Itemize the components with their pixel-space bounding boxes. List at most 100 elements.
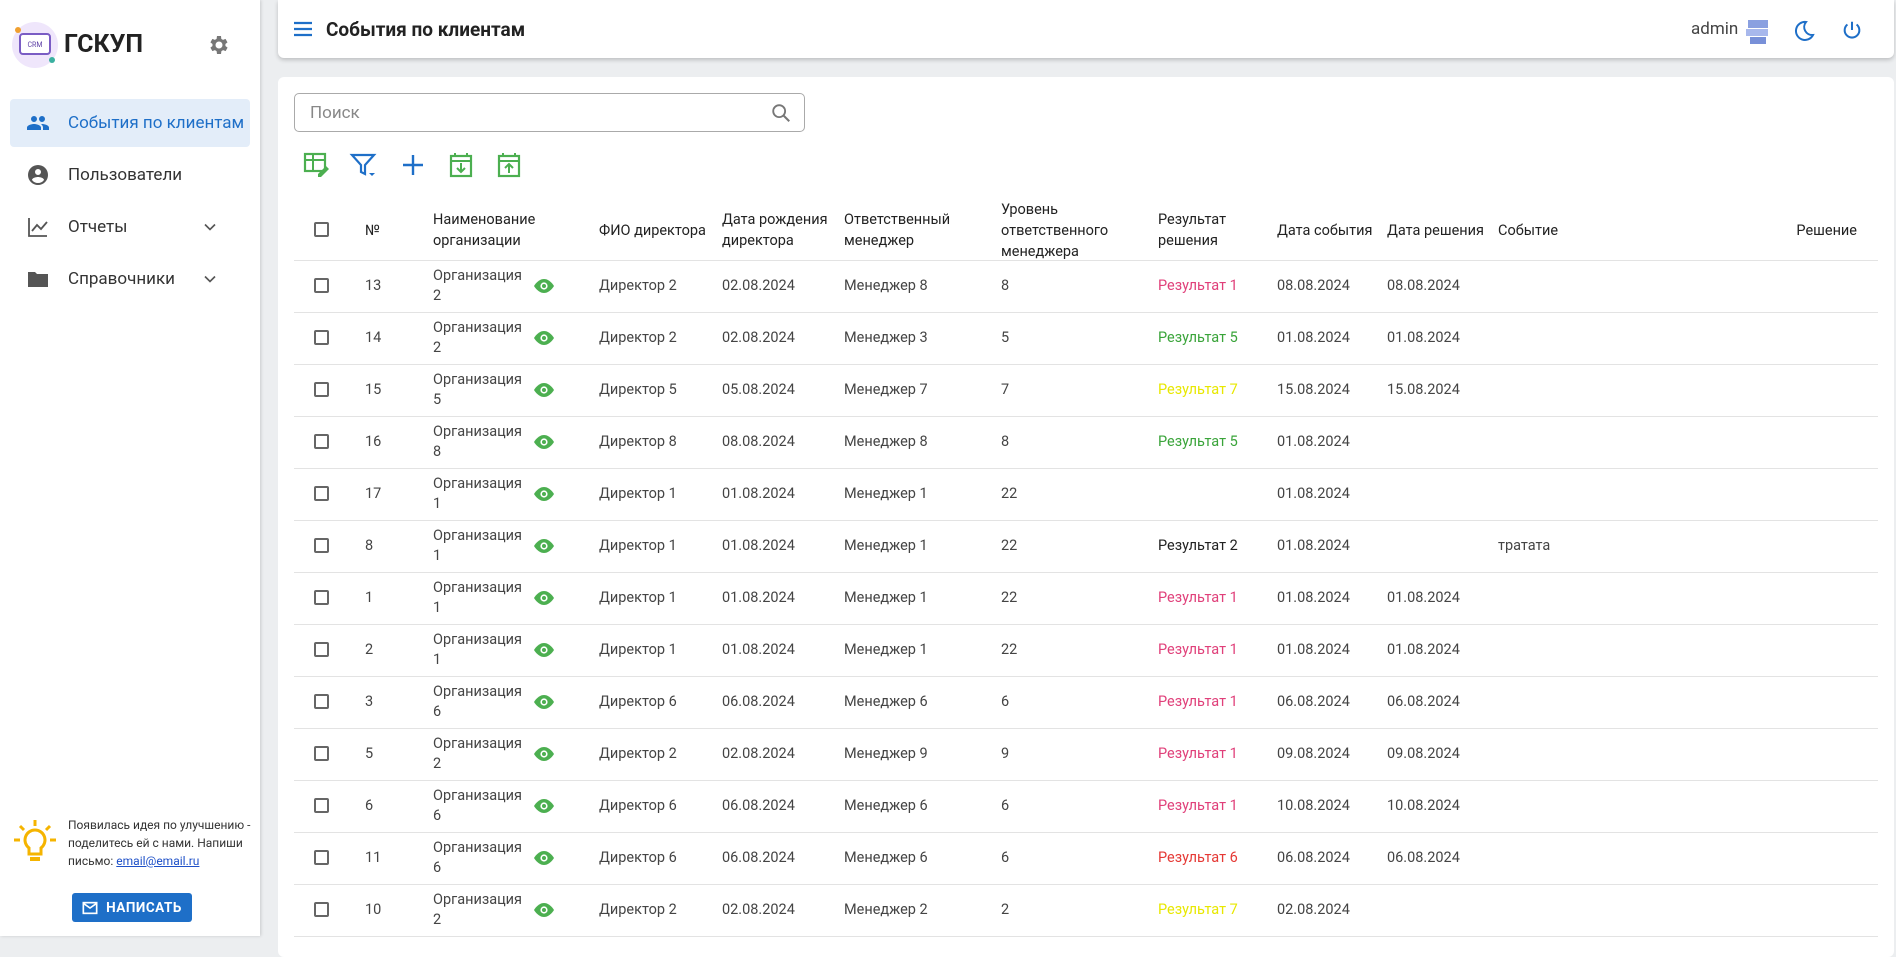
cell-level: 2 xyxy=(1001,901,1010,918)
column-header[interactable]: Ответственный менеджер xyxy=(844,211,951,249)
write-button[interactable]: НАПИСАТЬ xyxy=(72,893,192,922)
column-header[interactable]: Результат решения xyxy=(1158,211,1227,249)
row-checkbox[interactable] xyxy=(314,382,329,397)
search-placeholder[interactable]: Поиск xyxy=(310,103,360,123)
cell-org: Организация 6 xyxy=(433,787,522,824)
cell-level: 22 xyxy=(1001,589,1018,606)
row-checkbox[interactable] xyxy=(314,850,329,865)
cell-event-date: 02.08.2024 xyxy=(1277,901,1350,918)
cell-result: Результат 5 xyxy=(1158,329,1238,346)
column-header[interactable]: № xyxy=(365,221,380,239)
column-header[interactable]: Событие xyxy=(1498,221,1559,239)
cell-manager: Менеджер 9 xyxy=(844,745,928,762)
import-button[interactable] xyxy=(449,153,473,178)
cell-manager: Менеджер 1 xyxy=(844,641,928,658)
view-button[interactable] xyxy=(532,900,556,920)
nav-label[interactable]: Пользователи xyxy=(68,165,183,185)
view-button[interactable] xyxy=(532,796,556,816)
view-button[interactable] xyxy=(532,536,556,556)
button-label[interactable]: НАПИСАТЬ xyxy=(106,899,182,916)
view-button[interactable] xyxy=(532,484,556,504)
email-link[interactable]: email@email.ru xyxy=(116,854,200,868)
nav-item[interactable]: События по клиентам xyxy=(10,99,250,147)
cell-manager: Менеджер 8 xyxy=(844,433,928,450)
cell-manager: Менеджер 1 xyxy=(844,589,928,606)
row-checkbox[interactable] xyxy=(314,746,329,761)
view-button[interactable] xyxy=(532,276,556,296)
cell-director: Директор 2 xyxy=(599,745,677,762)
cell-org: Организация 1 xyxy=(433,631,522,668)
column-header[interactable]: Дата события xyxy=(1277,221,1373,239)
column-header[interactable]: Наименование организации xyxy=(433,211,536,249)
row-divider xyxy=(294,572,1878,573)
row-divider xyxy=(294,728,1878,729)
cell-no: 10 xyxy=(365,901,382,918)
cell-org: Организация 2 xyxy=(433,267,522,304)
cell-level: 5 xyxy=(1001,329,1010,346)
cell-birth: 08.08.2024 xyxy=(722,433,795,450)
cell-level: 22 xyxy=(1001,485,1018,502)
row-checkbox[interactable] xyxy=(314,330,329,345)
row-checkbox[interactable] xyxy=(314,798,329,813)
cell-org: Организация 6 xyxy=(433,683,522,720)
filter-button[interactable] xyxy=(349,153,377,176)
row-divider xyxy=(294,936,1878,937)
row-checkbox[interactable] xyxy=(314,590,329,605)
view-button[interactable] xyxy=(532,848,556,868)
view-button[interactable] xyxy=(532,588,556,608)
cell-level: 22 xyxy=(1001,537,1018,554)
menu-icon[interactable] xyxy=(292,19,314,39)
nav-item[interactable]: Пользователи xyxy=(10,151,250,199)
cell-event: тратата xyxy=(1498,537,1551,554)
cell-org: Организация 1 xyxy=(433,579,522,616)
row-checkbox[interactable] xyxy=(314,902,329,917)
user-avatar[interactable] xyxy=(1744,18,1770,46)
settings-icon[interactable] xyxy=(206,33,230,57)
row-checkbox[interactable] xyxy=(314,278,329,293)
row-checkbox[interactable] xyxy=(314,434,329,449)
export-button[interactable] xyxy=(497,153,521,178)
view-button[interactable] xyxy=(532,380,556,400)
row-checkbox[interactable] xyxy=(314,538,329,553)
view-button[interactable] xyxy=(532,328,556,348)
cell-result: Результат 6 xyxy=(1158,849,1238,866)
nav-label[interactable]: События по клиентам xyxy=(68,113,245,133)
cell-director: Директор 8 xyxy=(599,433,677,450)
view-button[interactable] xyxy=(532,640,556,660)
cell-org: Организация 2 xyxy=(433,891,522,928)
column-header[interactable]: Решение xyxy=(1796,221,1857,239)
nav-item[interactable]: Отчеты xyxy=(10,203,250,251)
cell-decision-date: 01.08.2024 xyxy=(1387,329,1460,346)
logout-icon[interactable] xyxy=(1841,19,1863,41)
row-checkbox[interactable] xyxy=(314,694,329,709)
column-header[interactable]: Уровень ответственного менеджера xyxy=(1001,200,1109,260)
cell-org: Организация 5 xyxy=(433,371,522,408)
search-box[interactable]: Поиск xyxy=(294,93,805,132)
view-button[interactable] xyxy=(532,692,556,712)
row-divider xyxy=(294,520,1878,521)
row-checkbox[interactable] xyxy=(314,642,329,657)
cell-decision-date: 15.08.2024 xyxy=(1387,381,1460,398)
nav-item[interactable]: Справочники xyxy=(10,255,250,303)
cell-no: 11 xyxy=(365,849,382,866)
cell-decision-date: 01.08.2024 xyxy=(1387,641,1460,658)
nav-label[interactable]: Справочники xyxy=(68,269,175,289)
cell-director: Директор 6 xyxy=(599,797,677,814)
view-button[interactable] xyxy=(532,744,556,764)
column-header[interactable]: ФИО директора xyxy=(599,221,706,239)
nav-label[interactable]: Отчеты xyxy=(68,217,128,237)
cell-director: Директор 2 xyxy=(599,277,677,294)
row-divider xyxy=(294,312,1878,313)
cell-manager: Менеджер 8 xyxy=(844,277,928,294)
cell-decision-date: 06.08.2024 xyxy=(1387,693,1460,710)
column-header[interactable]: Дата рождения директора xyxy=(722,211,828,249)
add-button[interactable] xyxy=(403,155,423,175)
row-checkbox[interactable] xyxy=(314,486,329,501)
cell-level: 9 xyxy=(1001,745,1010,762)
column-header[interactable]: Дата решения xyxy=(1387,221,1484,239)
theme-icon[interactable] xyxy=(1792,19,1816,43)
header-checkbox[interactable] xyxy=(314,222,329,237)
view-button[interactable] xyxy=(532,432,556,452)
edit-columns-button[interactable] xyxy=(303,152,329,177)
cell-no: 14 xyxy=(365,329,382,346)
